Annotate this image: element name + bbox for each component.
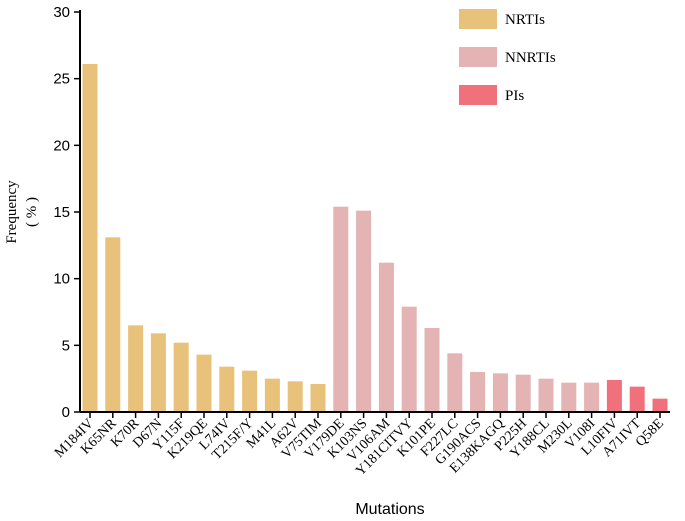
bar-p225h	[515, 374, 531, 412]
y-axis-title-line1: Frequency	[4, 180, 20, 244]
bar-e138kagq	[492, 373, 508, 412]
bar-m41l	[264, 378, 280, 412]
x-axis: M184IVK65NRK70RD67NY115FK219QEL74IVT215F…	[52, 411, 670, 479]
bar-a62v	[287, 381, 303, 412]
y-axis-title: Frequency ( % )	[4, 180, 40, 244]
y-tick-label: 15	[53, 204, 70, 221]
bar-k103ns	[356, 210, 372, 412]
bar-a71ivt	[629, 386, 645, 412]
y-tick-label: 20	[53, 137, 70, 154]
bar-v179de	[333, 206, 349, 412]
y-tick-label: 30	[53, 4, 70, 21]
bar-m230l	[561, 382, 577, 412]
bar-l74iv	[219, 366, 235, 412]
bar-k219qe	[196, 354, 212, 412]
y-tick-label: 0	[62, 404, 70, 421]
legend-label-nrtis: NRTIs	[505, 12, 545, 28]
legend-label-nnrtis: NNRTIs	[505, 50, 556, 66]
bar-k101pe	[424, 328, 440, 412]
bar-k65nr	[105, 237, 121, 412]
y-tick-label: 5	[62, 337, 70, 354]
bar-v75tim	[310, 384, 326, 412]
legend-label-pis: PIs	[505, 88, 524, 104]
bar-y188cl	[538, 378, 554, 412]
x-axis-title: Mutations	[355, 501, 424, 518]
bar-g190acs	[470, 372, 486, 412]
legend-swatch-nrtis	[459, 9, 497, 29]
y-axis: 0 5 10 15 20 25 30	[53, 4, 81, 421]
y-axis-title-line2: ( % )	[24, 197, 40, 227]
bars	[82, 64, 668, 412]
bar-l10fiv	[606, 380, 622, 412]
y-tick-label: 25	[53, 71, 70, 88]
legend: NRTIs NNRTIs PIs	[459, 9, 556, 105]
bar-q58e	[652, 398, 668, 412]
bar-d67n	[150, 333, 166, 412]
bar-m184iv	[82, 64, 98, 412]
bar-v108i	[584, 382, 600, 412]
legend-swatch-nnrtis	[459, 47, 497, 67]
bar-y115f	[173, 342, 189, 412]
legend-swatch-pis	[459, 85, 497, 105]
bar-v106am	[378, 262, 394, 412]
bar-k70r	[128, 325, 144, 412]
bar-y181citvy	[401, 306, 417, 412]
y-tick-label: 10	[53, 271, 70, 288]
bar-f227lc	[447, 353, 463, 412]
bar-t215f-y	[242, 370, 258, 412]
